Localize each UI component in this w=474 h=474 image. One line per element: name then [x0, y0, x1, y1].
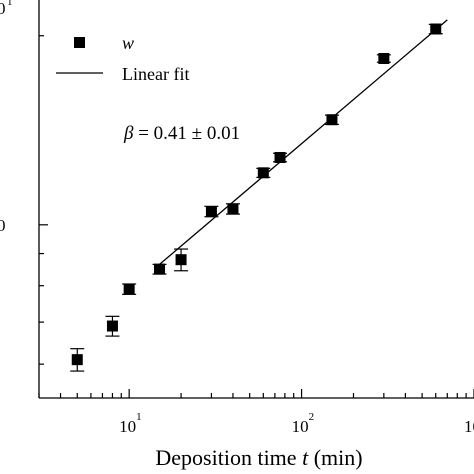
data-points [70, 23, 443, 372]
data-point-w [378, 52, 390, 64]
data-point-w [326, 114, 338, 126]
data-point-w [71, 354, 83, 366]
x-axis-title-pre: Deposition time [155, 445, 302, 470]
plot-frame [38, 0, 474, 399]
legend-label-w: w [122, 33, 134, 53]
data-point-w [123, 283, 135, 295]
data-point-w [274, 151, 286, 163]
data-point-w [257, 167, 269, 179]
data-point-w [106, 320, 118, 332]
x-tick-exponent: 2 [309, 411, 315, 423]
y-tick-exponent: 1 [7, 0, 13, 8]
legend-marker-square [74, 37, 85, 48]
axis-ticks: 10110210001 [0, 0, 474, 436]
x-tick-label: 10 [464, 417, 474, 436]
x-axis-title-var: t [302, 445, 309, 470]
x-tick-exponent: 1 [136, 411, 142, 423]
data-point-w [154, 263, 166, 275]
legend: w Linear fit [56, 33, 189, 84]
linear-fit-line [159, 19, 448, 265]
x-tick-label: 10 [292, 417, 309, 436]
data-point-w [205, 206, 217, 218]
beta-symbol: β [123, 123, 134, 144]
x-axis-title: Deposition time t (min) [155, 445, 362, 470]
x-tick-label: 10 [119, 417, 136, 436]
x-axis-title-post: (min) [308, 445, 362, 470]
legend-label-linear-fit: Linear fit [122, 64, 189, 84]
fit-line-group [159, 19, 448, 265]
beta-value: = 0.41 ± 0.01 [133, 123, 240, 144]
data-point-w [175, 254, 187, 266]
y-tick-label: 0 [0, 0, 6, 18]
beta-annotation: β = 0.41 ± 0.01 [123, 123, 240, 144]
data-point-w [227, 203, 239, 215]
y-tick-label: 0 [0, 216, 6, 235]
data-point-w [430, 23, 442, 35]
